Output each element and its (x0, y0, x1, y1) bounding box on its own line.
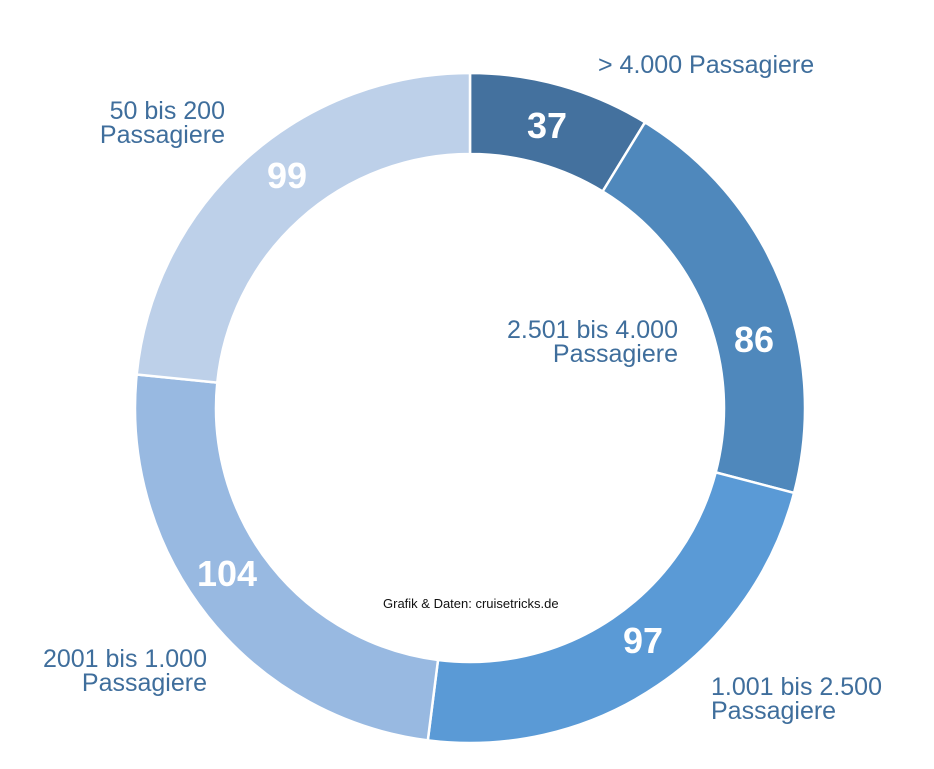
value-label-2501-4000: 86 (733, 319, 775, 360)
category-label-1001-2500: 1.001 bis 2.500 Passagiere (711, 673, 882, 725)
category-label-line2: Passagiere (711, 697, 837, 725)
category-label-2001-1000: 2001 bis 1.000 Passagiere (20, 645, 207, 697)
segment-2501-4000 (600, 120, 807, 495)
category-label-line1: > 4.000 Passagiere (598, 51, 815, 79)
category-label-line1: 2.501 bis 4.000 (507, 316, 678, 344)
category-label-line2: Passagiere (99, 121, 225, 149)
category-label-line1: 2001 bis 1.000 (42, 645, 207, 673)
segment-50-200 (135, 71, 472, 384)
value-label-2001-1000: 104 (196, 553, 258, 594)
value-label-1001-2500: 97 (622, 620, 664, 661)
category-label-over-4000: > 4.000 Passagiere (598, 51, 815, 79)
value-label-over-4000: 37 (526, 105, 568, 146)
category-label-line2: Passagiere (552, 340, 678, 368)
category-label-2501-4000: 2.501 bis 4.000 Passagiere (492, 316, 678, 368)
value-label-50-200: 99 (266, 155, 308, 196)
source-credit: Grafik & Daten: cruisetricks.de (383, 596, 559, 611)
category-label-50-200: 50 bis 200 Passagiere (80, 97, 225, 149)
category-label-line2: Passagiere (81, 669, 207, 697)
category-label-line1: 1.001 bis 2.500 (711, 673, 882, 701)
category-label-line1: 50 bis 200 (109, 97, 225, 125)
